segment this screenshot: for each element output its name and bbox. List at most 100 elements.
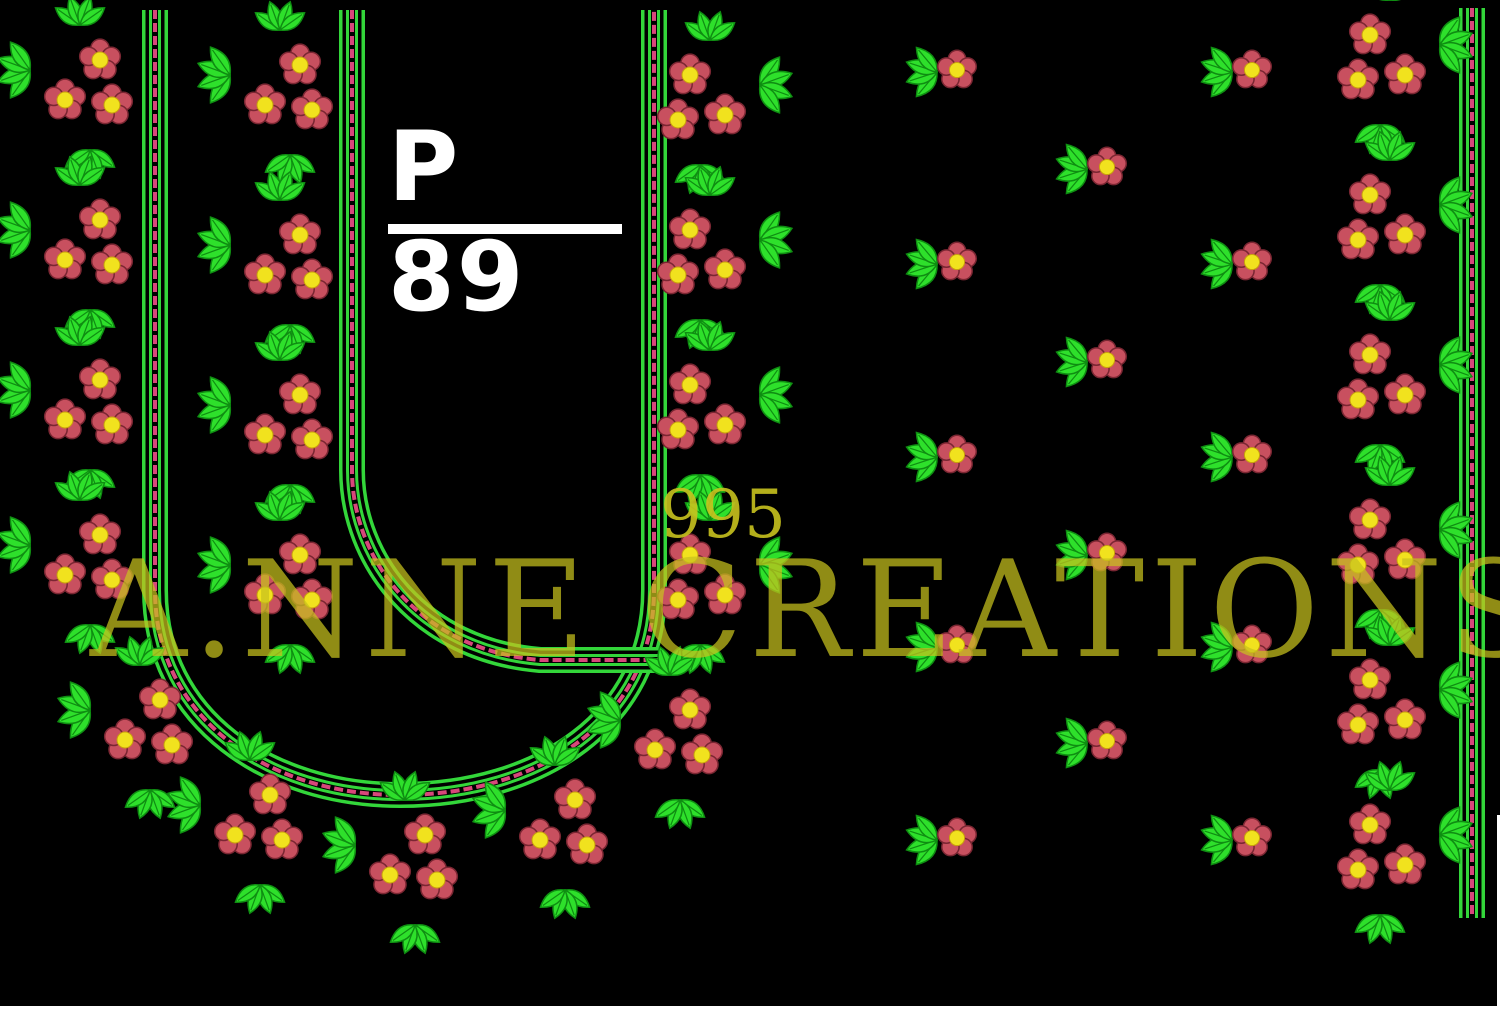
flower-icon	[78, 198, 122, 240]
flower-icon	[1348, 333, 1392, 375]
single-flower-icon	[1200, 621, 1273, 673]
flower-icon	[668, 533, 712, 575]
single-flower-icon	[1055, 717, 1128, 769]
flower-icon	[1383, 53, 1427, 95]
flower-icon	[278, 43, 322, 85]
flower-icon	[656, 578, 700, 620]
flower-icon	[656, 98, 700, 140]
single-flower-icon	[905, 46, 978, 98]
flower-cluster-icon	[586, 645, 724, 830]
flower-icon	[553, 778, 597, 820]
flower-icon	[936, 434, 978, 474]
flower-cluster-icon	[471, 735, 609, 920]
flower-icon	[43, 553, 87, 595]
flower-icon	[90, 403, 134, 445]
flower-icon	[415, 858, 459, 900]
flower-icon	[1231, 241, 1273, 281]
watermark-number: 995	[660, 476, 786, 553]
scan-edge-strip	[1497, 815, 1500, 1011]
single-flower-icon	[1055, 529, 1128, 581]
single-flower-icon	[1200, 814, 1273, 866]
flower-cluster-icon	[0, 470, 134, 655]
single-flower-icon	[1200, 431, 1273, 483]
flower-motifs	[0, 0, 1474, 955]
flower-cluster-icon	[56, 635, 194, 820]
flower-icon	[150, 723, 194, 765]
flower-icon	[78, 38, 122, 80]
single-flower-icon	[905, 621, 978, 673]
flower-icon	[668, 688, 712, 730]
flower-icon	[565, 823, 609, 865]
flower-icon	[1383, 538, 1427, 580]
design-code-title: P 89	[388, 111, 526, 333]
flower-icon	[1383, 373, 1427, 415]
single-flower-icon	[905, 431, 978, 483]
single-flower-icon	[1200, 238, 1273, 290]
flower-icon	[1086, 532, 1128, 572]
flower-icon	[90, 243, 134, 285]
flower-icon	[1348, 498, 1392, 540]
flower-icon	[1383, 698, 1427, 740]
flower-icon	[290, 258, 334, 300]
flower-icon	[1383, 843, 1427, 885]
flower-icon	[1348, 13, 1392, 55]
flower-icon	[1086, 146, 1128, 186]
flower-cluster-icon	[196, 490, 334, 675]
single-flower-icon	[1200, 46, 1273, 98]
flower-icon	[1231, 49, 1273, 89]
flower-icon	[243, 573, 287, 615]
flower-icon	[1336, 543, 1380, 585]
flower-icon	[1336, 58, 1380, 100]
single-flower-icon	[1055, 143, 1128, 195]
flower-icon	[518, 818, 562, 860]
flower-cluster-icon	[656, 10, 794, 195]
flower-cluster-icon	[0, 0, 134, 180]
flower-icon	[1086, 339, 1128, 379]
flower-icon	[243, 83, 287, 125]
inner-neck-border	[339, 10, 660, 673]
flower-icon	[278, 213, 322, 255]
flower-icon	[668, 363, 712, 405]
flower-icon	[936, 49, 978, 89]
flower-icon	[1348, 803, 1392, 845]
flower-icon	[248, 773, 292, 815]
flower-icon	[43, 78, 87, 120]
flower-icon	[278, 533, 322, 575]
flower-icon	[936, 241, 978, 281]
flower-icon	[368, 853, 412, 895]
flower-icon	[290, 88, 334, 130]
flower-icon	[1231, 624, 1273, 664]
flower-cluster-icon	[1336, 760, 1474, 945]
flower-icon	[103, 718, 147, 760]
flower-icon	[138, 678, 182, 720]
flower-icon	[936, 624, 978, 664]
flower-icon	[656, 253, 700, 295]
flower-cluster-icon	[166, 730, 304, 915]
flower-icon	[243, 413, 287, 455]
flower-icon	[1231, 434, 1273, 474]
flower-icon	[1086, 720, 1128, 760]
flower-icon	[78, 358, 122, 400]
flower-icon	[703, 573, 747, 615]
flower-icon	[290, 578, 334, 620]
flower-icon	[90, 83, 134, 125]
flower-cluster-icon	[196, 0, 334, 185]
flower-icon	[936, 817, 978, 857]
flower-icon	[656, 408, 700, 450]
flower-icon	[633, 728, 677, 770]
flower-icon	[1348, 658, 1392, 700]
flower-icon	[680, 733, 724, 775]
flower-icon	[703, 93, 747, 135]
scan-bottom-strip	[0, 1006, 1500, 1011]
flower-icon	[668, 53, 712, 95]
flower-icon	[260, 818, 304, 860]
flower-icon	[703, 248, 747, 290]
flower-cluster-icon	[0, 315, 134, 500]
flower-icon	[1383, 213, 1427, 255]
flower-cluster-icon	[656, 320, 794, 505]
watermark-brand-text: A.NNE CREATIONS	[90, 532, 1500, 688]
flower-cluster-icon	[321, 770, 459, 955]
flower-icon	[703, 403, 747, 445]
single-flower-icon	[1055, 336, 1128, 388]
